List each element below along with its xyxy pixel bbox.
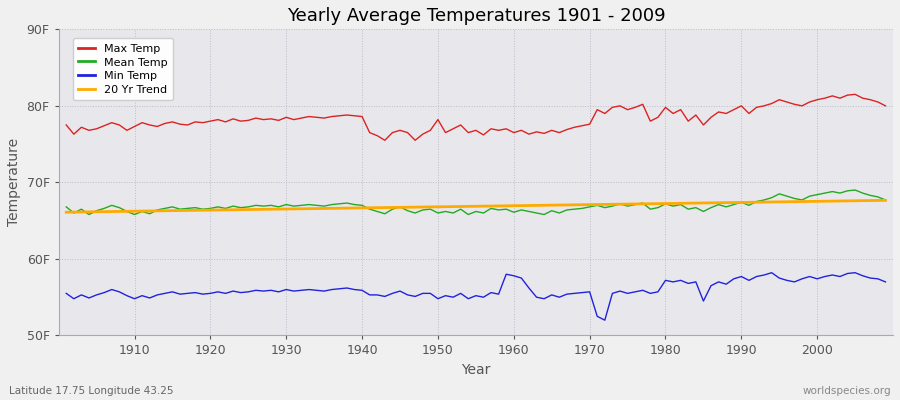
Title: Yearly Average Temperatures 1901 - 2009: Yearly Average Temperatures 1901 - 2009 — [286, 7, 665, 25]
Text: worldspecies.org: worldspecies.org — [803, 386, 891, 396]
Y-axis label: Temperature: Temperature — [7, 138, 21, 226]
Legend: Max Temp, Mean Temp, Min Temp, 20 Yr Trend: Max Temp, Mean Temp, Min Temp, 20 Yr Tre… — [73, 38, 173, 100]
Text: Latitude 17.75 Longitude 43.25: Latitude 17.75 Longitude 43.25 — [9, 386, 174, 396]
X-axis label: Year: Year — [461, 363, 491, 377]
